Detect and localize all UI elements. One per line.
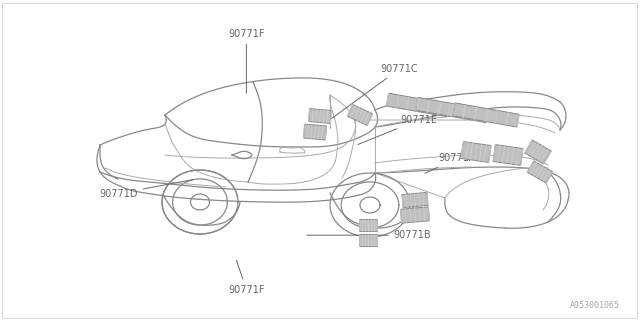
Polygon shape xyxy=(303,124,326,140)
Polygon shape xyxy=(359,219,377,231)
Polygon shape xyxy=(525,140,551,164)
Polygon shape xyxy=(453,103,519,127)
Text: 90771F: 90771F xyxy=(228,260,265,295)
Polygon shape xyxy=(308,108,332,124)
Polygon shape xyxy=(493,145,523,165)
Polygon shape xyxy=(348,104,372,125)
Polygon shape xyxy=(401,207,429,223)
Polygon shape xyxy=(359,234,377,246)
Polygon shape xyxy=(461,142,491,162)
Text: 90771A: 90771A xyxy=(425,153,476,173)
Text: 90771C: 90771C xyxy=(332,64,419,118)
Polygon shape xyxy=(527,161,553,183)
Polygon shape xyxy=(387,93,450,117)
Polygon shape xyxy=(402,192,428,208)
Text: 90771F: 90771F xyxy=(228,28,265,93)
Polygon shape xyxy=(415,97,488,123)
Text: 90771E: 90771E xyxy=(358,115,437,145)
Text: 90771D: 90771D xyxy=(99,180,193,199)
Text: 90771B: 90771B xyxy=(307,230,431,240)
Text: A953001065: A953001065 xyxy=(570,301,620,310)
